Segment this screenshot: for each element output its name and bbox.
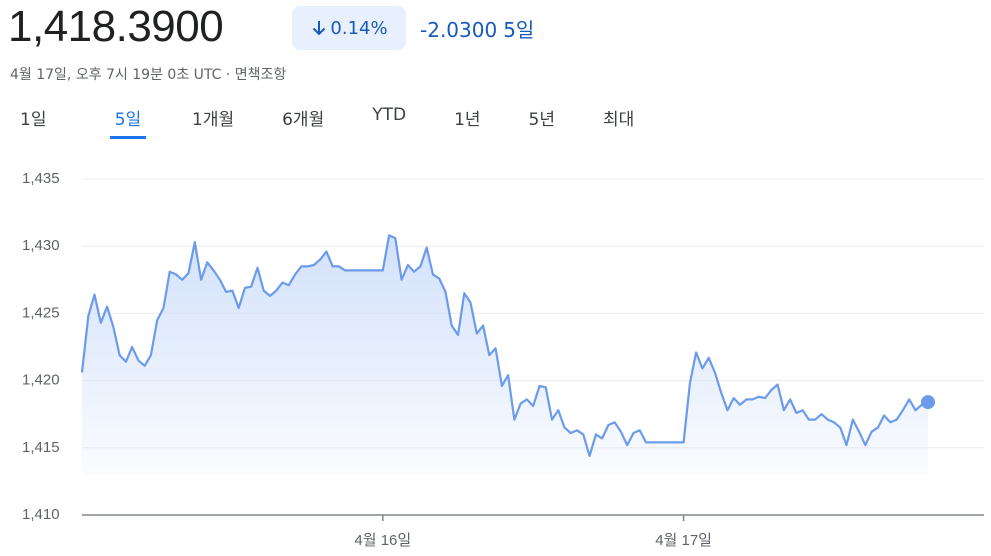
change-value: -2.0300: [420, 18, 498, 42]
change: -2.0300 5일: [420, 14, 540, 43]
y-tick-label: 1,435: [22, 170, 60, 187]
tab[interactable]: 1년: [454, 110, 481, 130]
range-tabs: 1일 5일 1개월 6개월 YTD 1년 5년 최대: [20, 103, 634, 139]
tab[interactable]: 1개월: [192, 110, 235, 130]
change-percent: 0.14%: [330, 17, 388, 39]
y-tick-label: 1,430: [22, 237, 60, 254]
tab[interactable]: 1일: [20, 110, 47, 130]
tab[interactable]: 5일: [110, 103, 146, 139]
y-tick-label: 1,410: [22, 506, 60, 523]
last-point: [921, 395, 935, 410]
timestamp: 4월 17일, 오후 7시 19분 0초 UTC · 면책조항: [10, 67, 287, 83]
change-period: 5일: [503, 18, 535, 42]
price: 1,418.3900: [8, 2, 224, 51]
change-badge: 0.14%: [292, 6, 406, 50]
tab[interactable]: 6개월: [282, 110, 325, 130]
y-tick-label: 1,415: [22, 439, 60, 456]
chart: 1,410 1,415 1,420 1,425 1,430 1,435 4월 16일 4월 1…: [22, 170, 984, 549]
y-tick-label: 1,425: [22, 304, 60, 321]
price-line: [80, 234, 929, 457]
down-arrow-icon: [313, 21, 326, 36]
area-fill: [82, 235, 928, 475]
y-tick-label: 1,420: [22, 372, 60, 389]
tab[interactable]: 5년: [528, 110, 556, 130]
x-tick-label: 4월 16일: [354, 532, 411, 549]
x-tick-label: 4월 17일: [655, 532, 712, 549]
tab[interactable]: 최대: [603, 110, 635, 130]
tab[interactable]: YTD: [372, 105, 407, 125]
